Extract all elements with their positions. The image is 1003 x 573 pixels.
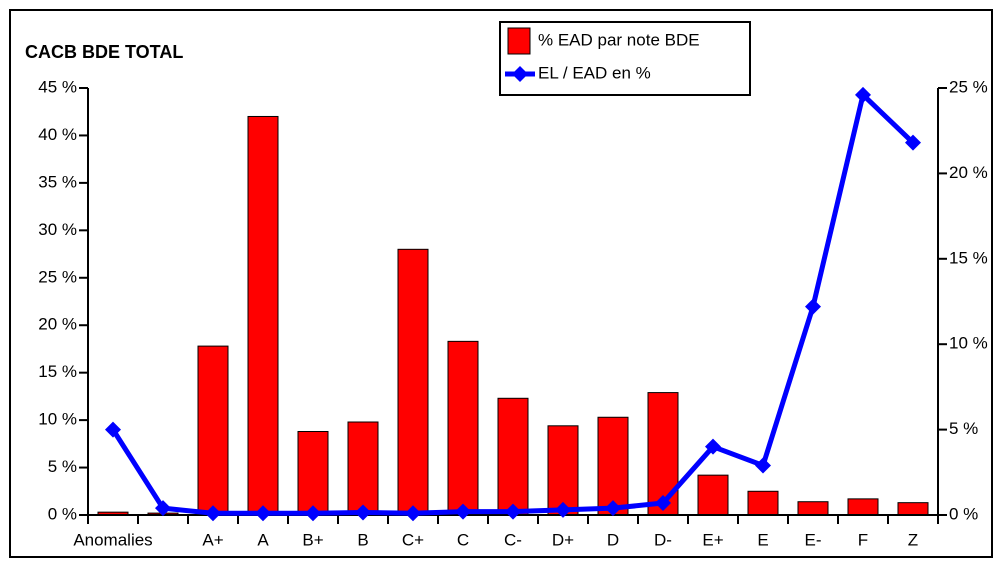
bar bbox=[547, 425, 579, 516]
y-tick-label: 5 % bbox=[48, 457, 77, 476]
bar bbox=[197, 345, 229, 516]
line-marker bbox=[105, 421, 121, 438]
line-marker bbox=[505, 503, 521, 520]
bar bbox=[247, 115, 279, 516]
line-marker bbox=[905, 134, 921, 151]
line-marker bbox=[705, 438, 721, 455]
y-tick-label: 45 % bbox=[38, 77, 77, 96]
bar bbox=[497, 397, 529, 516]
y-tick-label: 30 % bbox=[38, 220, 77, 239]
y2-tick-label: 0 % bbox=[949, 504, 978, 523]
y-tick-label: 35 % bbox=[38, 172, 77, 191]
bar bbox=[347, 421, 379, 516]
line-marker bbox=[155, 500, 171, 517]
bar bbox=[747, 490, 779, 516]
bar bbox=[397, 248, 429, 516]
chart-title: CACB BDE TOTAL bbox=[25, 42, 183, 62]
x-tick-label: C+ bbox=[402, 530, 424, 549]
bar bbox=[297, 430, 329, 516]
x-tick-label: C- bbox=[504, 530, 522, 549]
y-tick-label: 40 % bbox=[38, 125, 77, 144]
line-marker bbox=[805, 298, 821, 315]
x-tick-label: D+ bbox=[552, 530, 574, 549]
x-tick-label: C bbox=[457, 530, 469, 549]
line-marker bbox=[755, 457, 771, 474]
line-marker bbox=[855, 86, 871, 103]
x-tick-label: D- bbox=[654, 530, 672, 549]
line-marker bbox=[655, 495, 671, 512]
line-marker bbox=[605, 500, 621, 517]
legend-swatch bbox=[512, 66, 528, 82]
x-tick-label: Z bbox=[908, 530, 918, 549]
bar bbox=[597, 416, 629, 516]
x-tick-label: A+ bbox=[202, 530, 223, 549]
x-tick-label: F bbox=[858, 530, 868, 549]
bar bbox=[447, 340, 479, 516]
x-tick-label: Anomalies bbox=[73, 530, 152, 549]
y-tick-label: 0 % bbox=[48, 504, 77, 523]
y2-tick-label: 10 % bbox=[949, 334, 988, 353]
y2-tick-label: 5 % bbox=[949, 419, 978, 438]
y2-tick-label: 25 % bbox=[949, 77, 988, 96]
y2-tick-label: 15 % bbox=[949, 248, 988, 267]
bar bbox=[697, 474, 729, 516]
y-tick-label: 10 % bbox=[38, 410, 77, 429]
x-tick-label: D bbox=[607, 530, 619, 549]
line-marker bbox=[255, 505, 271, 522]
x-tick-label: B bbox=[357, 530, 368, 549]
x-tick-label: E bbox=[757, 530, 768, 549]
legend-swatch bbox=[507, 27, 531, 55]
y-tick-label: 20 % bbox=[38, 315, 77, 334]
legend-label: % EAD par note BDE bbox=[538, 30, 700, 49]
bar bbox=[797, 501, 829, 516]
line-marker bbox=[455, 503, 471, 520]
line-marker bbox=[555, 501, 571, 518]
x-tick-label: B+ bbox=[302, 530, 323, 549]
line-marker bbox=[305, 505, 321, 522]
bar bbox=[847, 498, 879, 516]
legend bbox=[499, 21, 751, 96]
y2-tick-label: 20 % bbox=[949, 163, 988, 182]
y-tick-label: 15 % bbox=[38, 362, 77, 381]
bar bbox=[897, 502, 929, 516]
line-marker bbox=[355, 504, 371, 521]
y-tick-label: 25 % bbox=[38, 267, 77, 286]
x-tick-label: E+ bbox=[702, 530, 723, 549]
x-tick-label: A bbox=[257, 530, 269, 549]
line-marker bbox=[205, 505, 221, 522]
x-tick-label: E- bbox=[805, 530, 822, 549]
legend-label: EL / EAD en % bbox=[538, 63, 651, 82]
line-marker bbox=[405, 505, 421, 522]
